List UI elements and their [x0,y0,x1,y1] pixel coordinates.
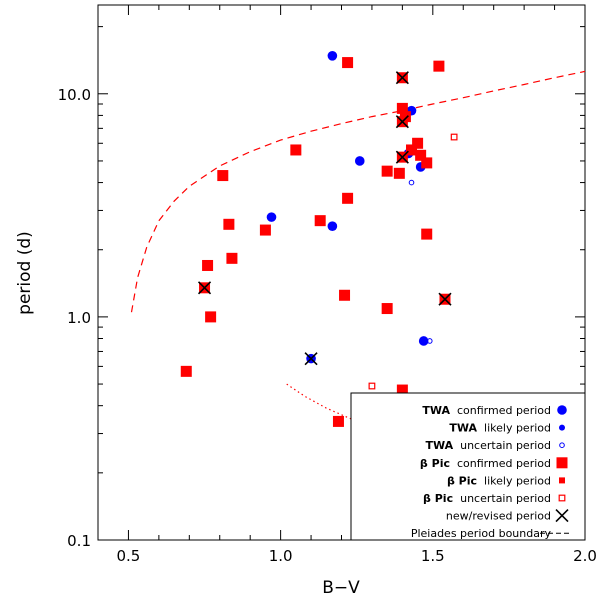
legend-desc: likely period [484,474,551,487]
legend-entry-label: TWA confirmed period [422,404,551,417]
x-tick-label: 1.0 [269,547,293,565]
legend-group-name: TWA [425,439,453,452]
pic-uncertain-period-point [368,382,376,390]
pic-confirmed-period-point [381,165,393,177]
pic-confirmed-period-point [217,170,229,182]
pic-confirmed-period-point [396,384,408,396]
legend-desc: confirmed period [457,404,551,417]
x-mark-stroke [304,352,318,366]
legend-entry-label: Pleiades period boundary [411,527,552,540]
pic-confirmed-period-point [290,144,302,156]
new-revised-period-point [395,71,409,85]
new-revised-period-point [197,281,212,295]
new-revised-period-point [438,292,452,306]
pic-confirmed-period-point [396,102,408,114]
pleiades-boundary-curve [130,70,586,313]
twa-uncertain-period-point [408,179,415,186]
twa-confirmed-period-point [266,212,277,222]
x-mark-stroke [197,281,212,295]
legend-entry-label: TWA uncertain period [425,439,551,452]
legend-marker [557,405,567,415]
pic-confirmed-period-point [421,157,433,169]
pic-confirmed-period-point [226,252,238,264]
y-tick-label: 0.1 [67,532,91,550]
new-revised-period-point [304,352,318,366]
x-mark-stroke [395,115,409,129]
x-axis-label: B−V [322,578,360,598]
twa-confirmed-period-point [418,336,429,346]
legend-marker [558,494,566,502]
legend-marker [555,509,569,523]
pic-confirmed-period-point [202,259,214,271]
x-mark-stroke [395,71,409,85]
twa-uncertain-period-point [426,338,433,344]
pic-confirmed-period-point [259,224,271,236]
pic-confirmed-period-point [421,228,433,240]
legend-desc: uncertain period [460,492,551,505]
twa-confirmed-period-point [327,50,338,61]
legend-entry-label: new/revised period [446,510,551,523]
legend-desc: new/revised period [446,510,551,523]
pic-confirmed-period-point [342,192,354,204]
boundary-curves [130,70,586,469]
legend-marker [559,442,565,449]
legend-marker [559,477,565,484]
legend-group-name: TWA [422,404,450,417]
y-tick-label: 1.0 [67,309,91,327]
legend-entry-label: β Pic uncertain period [423,492,551,505]
pic-confirmed-period-point [180,365,192,377]
pic-confirmed-period-point [314,215,326,227]
pic-confirmed-period-point [342,57,354,69]
pic-confirmed-period-point [223,218,235,230]
x-mark-stroke [395,150,409,164]
legend-entry-label: β Pic confirmed period [420,457,551,470]
pic-confirmed-period-point [433,60,445,72]
new-revised-period-point [395,115,409,129]
legend-group-name: TWA [449,422,477,435]
legend-desc: confirmed period [457,457,551,470]
x-tick-label: 1.5 [421,547,445,565]
pic-confirmed-period-point [412,137,424,149]
pic-confirmed-period-point [381,303,393,315]
pic-confirmed-period-point [339,289,351,301]
twa-confirmed-period-point [354,156,365,166]
legend-marker [559,424,565,431]
pic-confirmed-period-point [393,167,405,179]
x-tick-label: 2.0 [573,547,597,565]
x-mark-stroke [555,509,569,523]
pic-confirmed-period-point [332,415,344,427]
data-points [180,50,458,427]
legend-marker [556,457,568,469]
legend-box [350,392,586,541]
x-mark-stroke [438,292,452,306]
pic-confirmed-period-point [406,144,418,156]
legend-group-name: β Pic [423,492,453,505]
y-tick-label: 10.0 [58,86,91,104]
pic-confirmed-period-point [205,311,217,323]
x-tick-label: 0.5 [117,547,141,565]
legend-entry-label: TWA likely period [449,422,551,435]
legend-desc: Pleiades period boundary [411,527,552,540]
legend-desc: likely period [484,422,551,435]
pic-confirmed-period-point [415,149,427,161]
twa-confirmed-period-point [327,221,338,231]
y-axis-label: period (d) [15,231,35,315]
legend-desc: uncertain period [460,439,551,452]
legend-group-name: β Pic [420,457,450,470]
new-revised-period-point [395,150,409,164]
legend-group-name: β Pic [447,474,477,487]
legend-entry-label: β Pic likely period [447,474,551,487]
pic-uncertain-period-point [450,133,458,141]
